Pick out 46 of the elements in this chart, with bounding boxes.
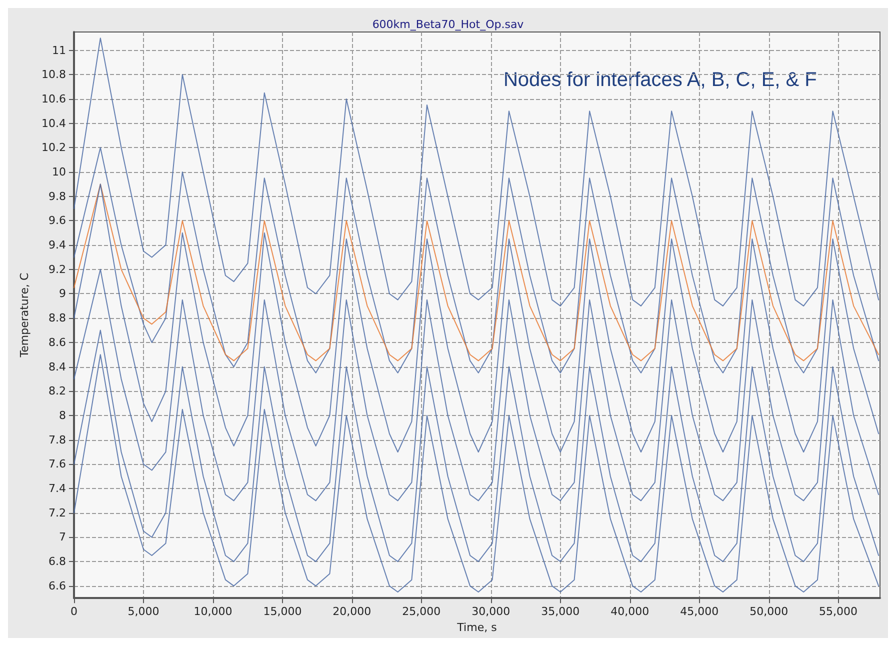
y-tick-label: 8.4: [48, 360, 66, 374]
x-axis-title: Time, s: [456, 621, 498, 634]
x-tick-label: 40,000: [610, 605, 650, 618]
x-tick-label: 25,000: [402, 605, 441, 618]
chart-title: 600km_Beta70_Hot_Op.sav: [372, 18, 524, 31]
line-series: [74, 184, 880, 362]
y-tick-label: 8.6: [48, 336, 66, 349]
x-tick-label: 20,000: [332, 605, 372, 618]
line-series: [74, 330, 880, 562]
y-tick-label: 8: [59, 408, 66, 422]
line-series: [74, 147, 880, 374]
line-series: [74, 354, 880, 593]
annotation: Nodes for interfaces A, B, C, E, & F: [503, 69, 817, 91]
line-series: [74, 268, 880, 502]
y-tick-label: 7.4: [48, 482, 66, 496]
y-tick-label: 9.6: [48, 214, 66, 228]
x-tick-label: 45,000: [680, 605, 719, 618]
line-series: [74, 184, 880, 453]
y-tick-label: 6.8: [48, 555, 66, 568]
y-tick-label: 10.6: [42, 92, 66, 106]
y-tick-label: 7: [59, 530, 66, 544]
y-tick-label: 10.8: [42, 68, 66, 82]
x-tick-label: 10,000: [194, 605, 232, 618]
y-tick-label: 7.2: [48, 506, 66, 520]
y-tick-label: 9.4: [48, 238, 66, 252]
y-axis-title: Temperature, C: [18, 272, 31, 358]
x-tick-label: 15,000: [263, 605, 302, 618]
y-tick-label: 6.6: [48, 579, 66, 592]
x-tick-label: 55,000: [819, 605, 858, 618]
y-tick-label: 10: [52, 166, 66, 179]
x-tick-label: 50,000: [750, 605, 788, 618]
y-tick-label: 9.2: [48, 262, 66, 276]
y-tick-label: 7.8: [48, 433, 66, 446]
y-tick-label: 9: [59, 287, 66, 300]
y-tick-label: 9.8: [48, 190, 66, 203]
y-tick-label: 10.2: [42, 141, 66, 154]
x-tick-label: 35,000: [541, 605, 580, 618]
x-tick-label: 5,000: [128, 605, 160, 618]
y-tick-label: 7.6: [48, 458, 66, 471]
y-tick-label: 8.8: [48, 312, 66, 325]
y-tick-label: 8.2: [48, 384, 66, 398]
y-tick-label: 11: [52, 44, 66, 57]
x-tick-label: 30,000: [472, 605, 510, 618]
y-tick-label: 10.4: [42, 116, 66, 130]
x-tick-label: 0: [70, 605, 78, 618]
line-series: [74, 38, 880, 306]
